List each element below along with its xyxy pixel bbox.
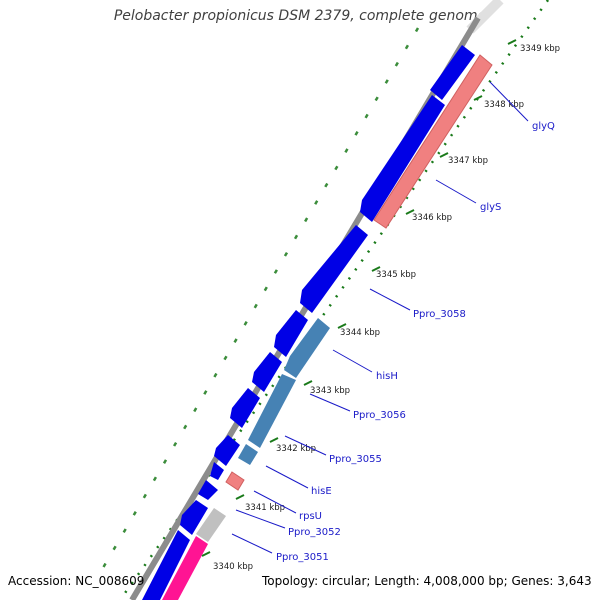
cds-feature[interactable] [284,318,330,378]
cds-arrow[interactable] [210,462,224,480]
kbp-label: 3348 kbp [484,100,524,110]
kbp-label: 3345 kbp [376,270,416,280]
cds-feature[interactable] [238,444,258,465]
kbp-label: 3349 kbp [520,44,560,54]
cds-arrow[interactable] [274,310,308,357]
reverse-strand [162,54,493,600]
gene-label[interactable]: hisE [311,486,332,497]
kbp-label: 3347 kbp [448,156,488,166]
cds-arrow[interactable] [230,388,260,428]
kbp-label: 3346 kbp [412,213,452,223]
gene-leaders [231,81,529,554]
kbp-labels: 3349 kbp 3348 kbp 3347 kbp 3346 kbp 3345… [213,44,560,572]
cds-arrow[interactable] [252,352,282,392]
outer-dotted-ring [118,0,550,600]
cds-arrow[interactable] [430,45,475,100]
pink-feature[interactable] [162,536,208,600]
kbp-label: 3344 kbp [340,328,380,338]
gene-label[interactable]: glyQ [532,121,555,132]
cds-arrow[interactable] [300,225,368,313]
kbp-ticks [201,39,517,557]
map-title: Pelobacter propionicus DSM 2379, complet… [113,8,487,24]
cds-arrow[interactable] [198,480,218,500]
forward-strand [142,45,475,600]
gene-label[interactable]: glyS [480,202,501,213]
kbp-label: 3341 kbp [245,503,285,513]
cds-arrow[interactable] [360,95,445,222]
cds-arrow[interactable] [142,530,190,600]
cds-arrow[interactable] [214,435,240,466]
gene-label[interactable]: Ppro_3051 [276,552,329,563]
gene-label[interactable]: Ppro_3058 [413,309,466,320]
gene-label[interactable]: rpsU [299,511,322,522]
gene-labels: glyQ glyS Ppro_3058 hisH Ppro_3056 Ppro_… [276,121,555,563]
kbp-label: 3343 kbp [310,386,350,396]
kbp-label: 3342 kbp [276,444,316,454]
gene-label[interactable]: Ppro_3052 [288,527,341,538]
topology-text: Topology: circular; Length: 4,008,000 bp… [262,574,592,588]
cds-feature[interactable] [248,374,296,448]
rna-feature[interactable] [225,471,245,491]
gc-dashed-ring [98,27,420,574]
gene-label[interactable]: hisH [376,371,398,382]
rna-feature[interactable] [373,54,493,229]
accession-text: Accession: NC_008609 [8,574,145,588]
gene-label[interactable]: Ppro_3056 [353,410,406,421]
gene-label[interactable]: Ppro_3055 [329,454,382,465]
cds-arrow[interactable] [180,500,208,535]
grey-feature[interactable] [196,508,226,542]
kbp-label: 3340 kbp [213,562,253,572]
